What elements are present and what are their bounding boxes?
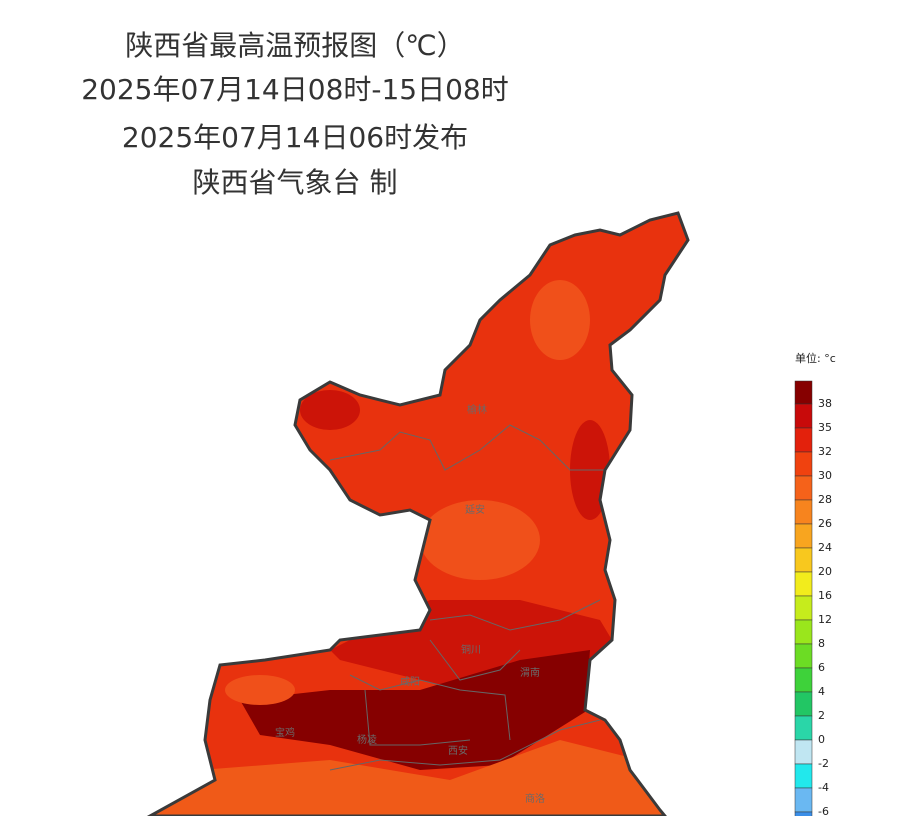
legend-swatch [794,547,813,573]
legend-swatch [794,667,813,693]
city-label: 延安 [465,503,485,516]
legend-tick-label: 38 [818,397,832,410]
city-label: 杨凌 [357,733,377,746]
field-patch [150,740,665,816]
legend-tick-label: 35 [818,421,832,434]
legend-swatch [794,523,813,549]
border [429,599,601,631]
legend-tick-label: 2 [818,709,825,722]
city-borders [329,424,605,771]
legend-tick-label: 12 [818,613,832,626]
city-label: 铜川 [461,644,481,656]
title-line: 陕西省气象台 制 [193,166,398,199]
legend-unit: 单位: °c [795,351,836,365]
legend-tick-label: -6 [818,805,829,816]
field-patch [530,280,590,360]
legend-tick-label: 26 [818,517,832,530]
legend-tick-label: 20 [818,565,832,578]
legend-swatch [794,811,813,816]
legend-swatch [794,691,813,717]
city-label: 渭南 [520,666,540,679]
city-label: 西安 [448,744,468,757]
temperature-field [150,213,688,816]
legend-swatch [794,763,813,789]
legend-tick-label: 16 [818,589,832,602]
city-label: 商洛 [525,792,545,805]
legend-swatch [794,619,813,645]
field-hot [240,650,590,770]
legend-swatch [794,451,813,477]
legend-tick-label: 24 [818,541,832,554]
border [364,689,471,746]
city-label: 咸阳 [400,676,420,688]
legend-tick-label: 6 [818,661,825,674]
border [329,424,605,471]
legend-swatch [794,427,813,453]
border [329,719,601,771]
legend-tick-label: 30 [818,469,832,482]
legend-swatch [794,595,813,621]
legend-swatch [794,571,813,597]
legend-tick-label: 0 [818,733,825,746]
legend-swatch [794,499,813,525]
legend-tick-label: 32 [818,445,832,458]
field-patch [225,675,295,705]
city-label: 宝鸡 [275,726,295,739]
title-line: 2025年07月14日06时发布 [122,121,468,154]
legend-swatch [794,475,813,501]
field-patch [420,500,540,580]
title-line: 陕西省最高温预报图（℃） [125,29,464,62]
legend-tick-label: -2 [818,757,829,770]
border [429,639,521,681]
city-label: 榆林 [467,403,487,416]
legend-tick-label: 28 [818,493,832,506]
legend-swatch [794,380,813,405]
legend-tick-label: 4 [818,685,825,698]
title-line: 2025年07月14日08时-15日08时 [81,73,509,106]
legend-swatch [794,787,813,813]
border [349,674,511,741]
legend-swatch [794,643,813,669]
legend-swatch [794,715,813,741]
legend-swatch [794,739,813,765]
legend-swatch [794,403,813,429]
legend-tick-label: 8 [818,637,825,650]
legend-tick-label: -4 [818,781,829,794]
field-patch [300,390,360,430]
